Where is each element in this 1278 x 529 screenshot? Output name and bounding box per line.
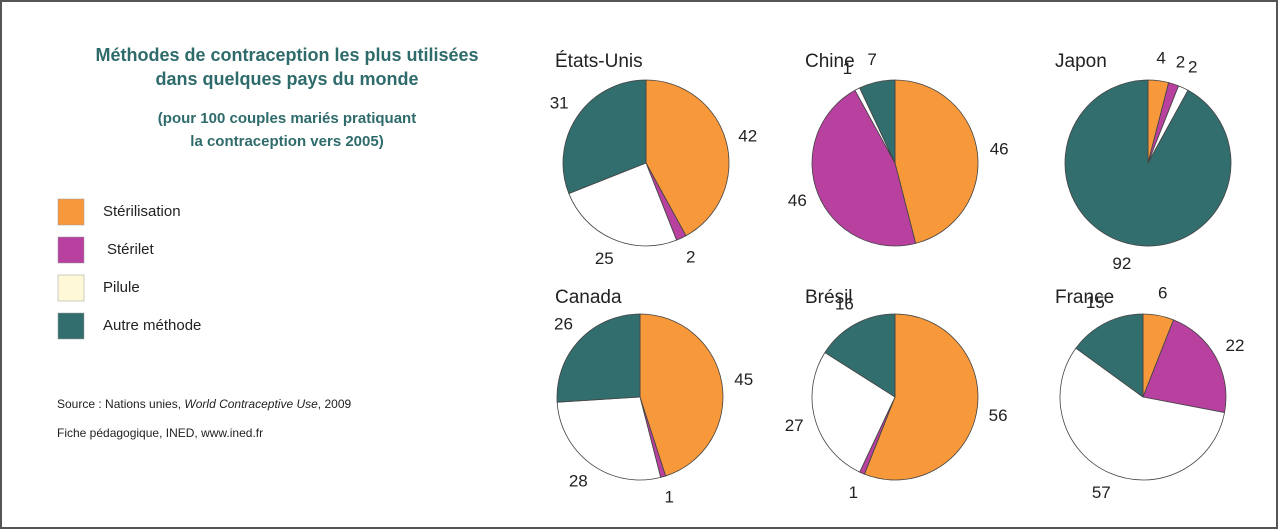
pie-slice [1059, 347, 1225, 481]
subtitle-line: la contraception vers 2005) [190, 133, 383, 150]
value-label: 1 [849, 483, 858, 502]
pie-slice [568, 162, 678, 247]
pie-slice [1142, 319, 1227, 414]
pie-title: France [1055, 287, 1114, 308]
legend-label: Pilule [103, 279, 140, 296]
pie-title: États-Unis [555, 51, 643, 72]
value-label: 92 [1112, 254, 1131, 273]
value-label: 2 [1188, 57, 1197, 76]
value-label: 26 [554, 315, 573, 334]
value-label: 2 [686, 247, 695, 266]
pie-title: Japon [1055, 51, 1107, 72]
legend-swatch [57, 236, 85, 264]
source-suffix: , 2009 [318, 397, 352, 411]
pie-slice [859, 79, 896, 164]
value-label: 4 [1156, 48, 1165, 67]
value-label: 6 [1158, 283, 1167, 302]
value-label: 57 [1092, 483, 1111, 502]
credit: Fiche pédagogique, INED, www.ined.fr [57, 426, 263, 440]
source: Source : Nations unies, World Contracept… [57, 397, 351, 411]
value-label: 42 [738, 126, 757, 145]
source-work: World Contraceptive Use [184, 397, 318, 411]
pie-title: Chine [805, 51, 855, 72]
pie-title: Canada [555, 287, 622, 308]
pie-slice [562, 79, 647, 195]
legend-label: Autre méthode [103, 317, 201, 334]
value-label: 28 [569, 471, 588, 490]
pie-slice [894, 79, 979, 244]
pie-slice [645, 79, 730, 237]
value-label: 27 [785, 416, 804, 435]
value-label: 25 [595, 249, 614, 268]
value-label: 22 [1226, 336, 1245, 355]
pie-slice [1064, 79, 1232, 247]
title-line: dans quelques pays du monde [155, 69, 418, 89]
pie-slice [556, 313, 641, 403]
legend-label: Stérilet [107, 241, 155, 258]
value-label: 7 [867, 50, 876, 69]
value-label: 56 [989, 406, 1008, 425]
legend-label: Stérilisation [103, 203, 181, 220]
pie-slice [556, 396, 662, 481]
pie-slice [863, 313, 979, 481]
pie-slice [639, 313, 724, 477]
source-prefix: Source : Nations unies, [57, 397, 184, 411]
legend-swatch [57, 198, 85, 226]
value-label: 31 [550, 93, 569, 112]
pie-slice [811, 89, 917, 247]
title-line: Méthodes de contraception les plus utili… [95, 45, 478, 65]
value-label: 15 [1086, 293, 1105, 312]
legend-swatch [57, 312, 85, 340]
pie-slice [1075, 313, 1144, 398]
value-label: 16 [835, 294, 854, 313]
subtitle-line: (pour 100 couples mariés pratiquant [158, 110, 416, 127]
value-label: 45 [734, 370, 753, 389]
value-label: 1 [843, 59, 852, 78]
value-label: 2 [1176, 53, 1185, 72]
pie-slice [824, 313, 896, 398]
value-label: 46 [788, 191, 807, 210]
value-label: 1 [665, 487, 674, 506]
value-label: 46 [990, 139, 1009, 158]
pie-title: Brésil [805, 287, 853, 308]
legend-swatch [57, 274, 85, 302]
pie-slice [811, 351, 896, 473]
